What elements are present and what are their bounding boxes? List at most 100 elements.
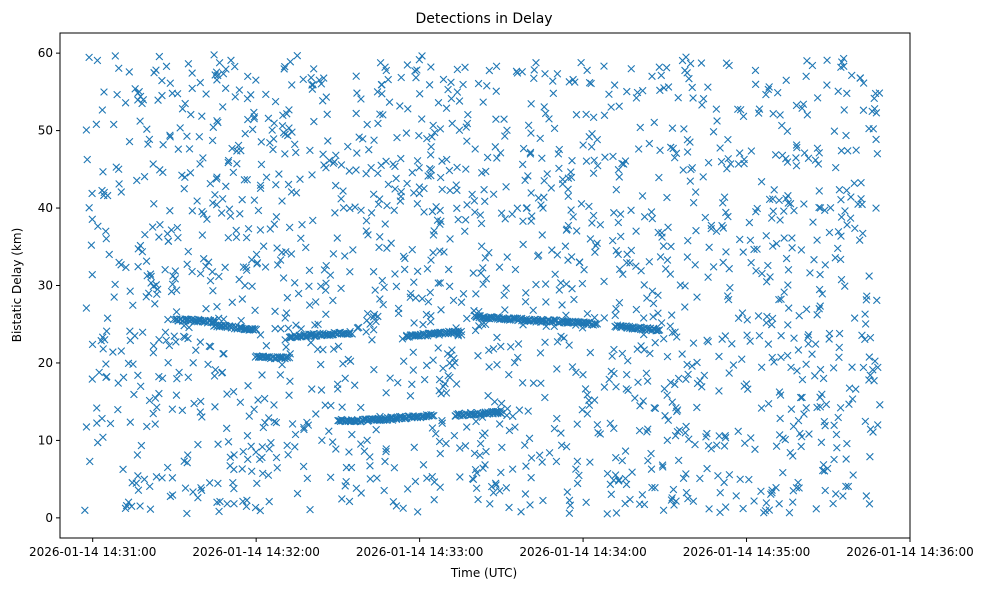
detection-point	[768, 486, 776, 494]
detection-point	[331, 181, 340, 190]
detection-point	[638, 86, 647, 95]
detection-point	[663, 391, 671, 399]
detection-point	[840, 106, 849, 114]
detection-point	[300, 423, 308, 432]
detection-point	[165, 341, 174, 350]
detection-point	[272, 180, 280, 189]
detection-point	[769, 207, 778, 215]
y-tick-label: 60	[38, 46, 53, 60]
detection-point	[208, 268, 217, 276]
detection-point	[132, 479, 141, 488]
detection-point	[196, 338, 205, 346]
detection-point	[413, 508, 422, 516]
detection-point	[437, 389, 445, 398]
detection-point	[603, 469, 612, 478]
detection-point	[522, 204, 531, 213]
detection-point	[585, 401, 594, 409]
detection-point	[81, 506, 89, 515]
detection-point	[513, 353, 522, 362]
detection-point	[548, 246, 556, 254]
detection-point	[825, 329, 834, 338]
detection-point	[705, 243, 713, 252]
detection-point	[183, 132, 191, 141]
detection-point	[162, 336, 171, 345]
detection-point	[862, 292, 871, 300]
detection-point	[663, 193, 671, 202]
detection-point	[713, 117, 721, 125]
detection-point	[643, 428, 651, 436]
detection-point	[659, 506, 668, 515]
detection-point	[173, 89, 182, 98]
detection-point	[640, 212, 649, 221]
detection-point	[699, 173, 707, 181]
detection-point	[539, 496, 547, 505]
detection-point	[745, 218, 754, 227]
detection-point	[873, 363, 882, 372]
detection-point	[151, 394, 160, 402]
detection-point	[739, 504, 747, 513]
detection-point	[788, 498, 797, 506]
detection-point	[322, 261, 331, 270]
detection-point	[264, 414, 273, 422]
detection-point	[468, 190, 476, 199]
detection-point	[529, 379, 538, 387]
detection-point	[338, 403, 346, 411]
detection-point	[508, 465, 517, 473]
detection-point	[184, 247, 193, 256]
detection-point	[627, 246, 636, 255]
detection-point	[861, 310, 869, 318]
detection-point	[750, 497, 758, 505]
detection-point	[136, 117, 144, 125]
detection-point	[273, 261, 282, 269]
detection-point	[845, 400, 853, 408]
detection-point	[782, 154, 790, 163]
detection-point	[842, 131, 850, 140]
detection-point	[439, 364, 447, 373]
detection-point	[672, 333, 681, 341]
detection-point	[124, 498, 133, 507]
detection-point	[768, 314, 777, 323]
detection-point	[440, 248, 448, 256]
detection-point	[376, 110, 384, 118]
detection-point	[369, 325, 378, 334]
detection-point	[322, 163, 330, 172]
detection-point	[704, 83, 712, 91]
detection-point	[446, 373, 454, 382]
detection-point	[172, 391, 181, 399]
detection-point	[649, 312, 657, 321]
detection-point	[375, 233, 384, 241]
detection-point	[252, 325, 261, 334]
detection-point	[818, 290, 827, 298]
detection-point	[640, 500, 649, 509]
detection-point	[681, 303, 689, 311]
detection-point	[134, 262, 142, 271]
detection-point	[238, 295, 247, 303]
detection-point	[621, 447, 630, 455]
detection-point	[503, 404, 512, 413]
detection-point	[804, 331, 813, 339]
detection-point	[303, 474, 312, 483]
detection-point	[344, 142, 352, 151]
detection-point	[109, 120, 118, 129]
detection-point	[144, 289, 153, 298]
detection-point	[348, 330, 356, 338]
detection-point	[862, 492, 871, 500]
detection-point	[870, 104, 879, 113]
detection-point	[527, 473, 535, 482]
detection-point	[654, 291, 662, 300]
detection-point	[500, 132, 509, 140]
detection-point	[746, 236, 755, 245]
detection-point	[788, 234, 796, 242]
detection-point	[172, 308, 181, 316]
detection-point	[345, 448, 353, 456]
detection-point	[196, 408, 205, 416]
detection-point	[446, 186, 454, 195]
detection-point	[293, 51, 302, 60]
detection-point	[206, 276, 215, 285]
detection-point	[264, 114, 273, 123]
detection-point	[82, 423, 91, 431]
detection-point	[772, 442, 781, 451]
detection-point	[527, 217, 535, 225]
detection-point	[772, 239, 781, 248]
detection-point	[834, 413, 843, 422]
